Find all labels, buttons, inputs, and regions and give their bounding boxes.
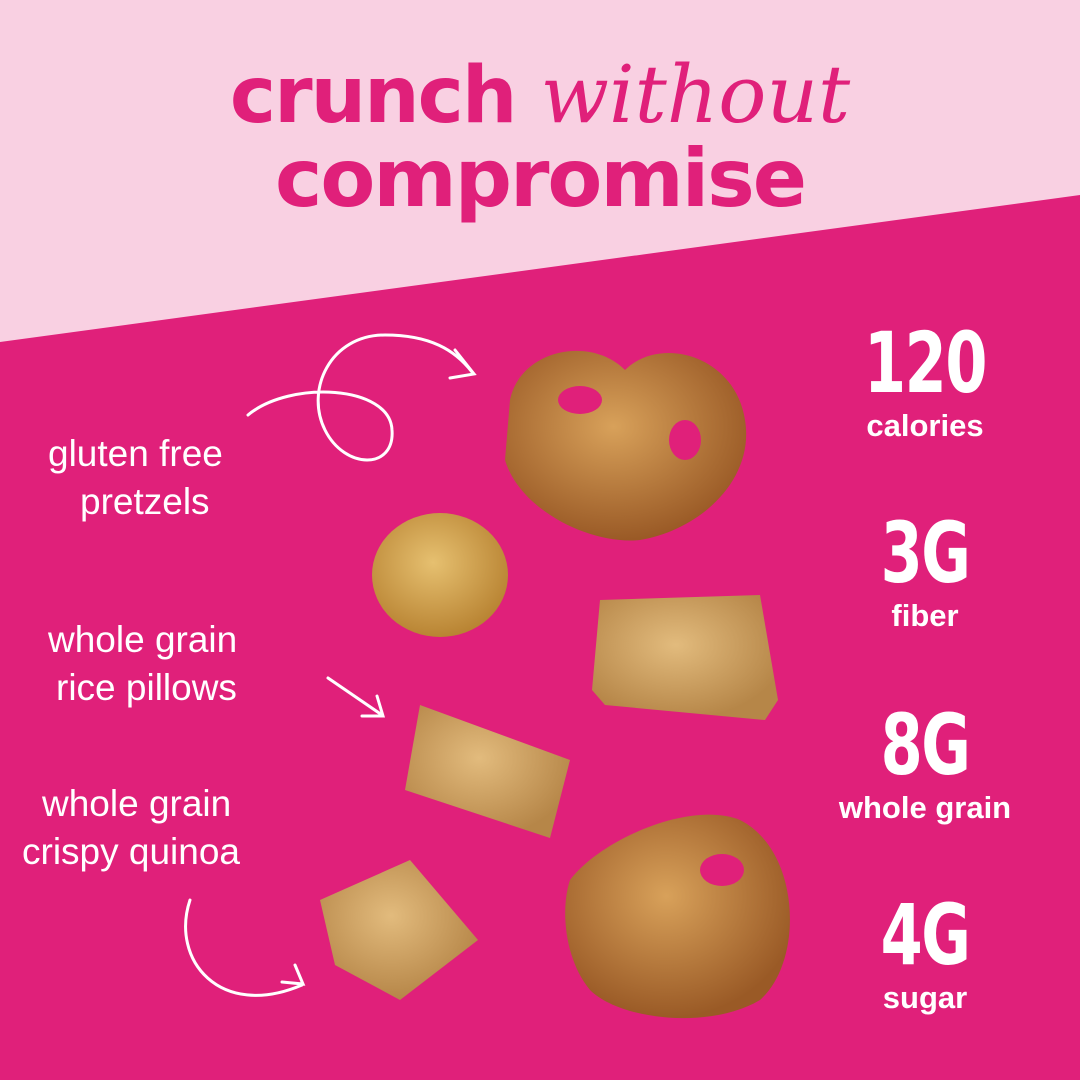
quinoa-square-image [320, 860, 478, 1000]
magenta-diagonal-panel [0, 195, 1080, 1080]
pretzel-top-image [505, 350, 747, 541]
headline-word-without: without [540, 48, 851, 141]
rice-pillow-square-image [592, 595, 778, 720]
stat-sugar: 4G sugar [805, 890, 1045, 1016]
ingredient-label-pretzels: gluten free pretzels [48, 430, 223, 526]
loop-arrow-pretzels-icon [246, 333, 474, 462]
stat-whole-grain: 8G whole grain [805, 700, 1045, 826]
ingredient-line: rice pillows [56, 667, 237, 708]
stat-calories: 120 calories [805, 318, 1045, 444]
headline-line-2: compromise [274, 132, 807, 225]
stat-unit: calories [866, 408, 984, 443]
stat-value: 4G [880, 886, 971, 984]
stat-unit: fiber [891, 598, 959, 633]
headline-word-crunch: crunch [229, 51, 518, 141]
ingredient-label-rice-pillows: whole grain rice pillows [48, 616, 237, 712]
stat-value: 3G [880, 504, 971, 602]
ingredient-label-quinoa: whole grain crispy quinoa [22, 780, 240, 876]
stat-fiber: 3G fiber [805, 508, 1045, 634]
ingredient-line: gluten free [48, 433, 223, 474]
stat-unit: whole grain [838, 790, 1012, 825]
ingredient-line: whole grain [48, 619, 238, 660]
stat-unit: sugar [882, 980, 968, 1015]
ingredient-line: crispy quinoa [22, 831, 241, 872]
ingredient-line: pretzels [80, 481, 210, 522]
ingredient-line: whole grain [42, 783, 232, 824]
stat-value: 8G [880, 696, 971, 794]
rice-pillow-ball-image [372, 513, 508, 637]
arrow-rice-pillows-icon [326, 676, 386, 718]
rice-pillow-small-image [405, 705, 570, 838]
pretzel-bottom-image [565, 814, 790, 1019]
headline-line-1: crunch without [0, 48, 1080, 141]
curved-arrow-quinoa-icon [184, 898, 306, 997]
arrowhead-pretzels-icon [448, 348, 477, 380]
stat-value: 120 [864, 314, 987, 412]
